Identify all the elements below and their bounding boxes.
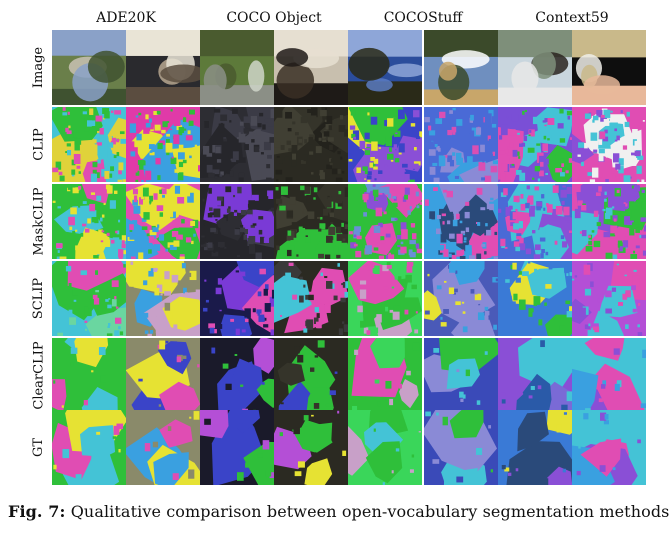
image-tile-5 [348,30,422,105]
column-header-cocostuff: COCOStuff [383,10,463,26]
clip-tile-3 [200,107,274,182]
sclip-tile-4 [274,261,348,336]
maskclip-tile-8 [572,184,646,259]
gt-tile-4 [274,410,348,485]
clearclip-tile-8 [572,338,646,413]
figure-caption: Fig. 7: Qualitative comparison between o… [8,502,670,521]
row-label-gt: GT [31,437,47,458]
maskclip-tile-7 [498,184,572,259]
sclip-tile-2 [126,261,200,336]
row-label-clearclip: ClearCLIP [31,341,47,410]
caption-text: Qualitative comparison between open-voca… [70,502,670,521]
image-tile-2 [126,30,200,105]
gt-tile-2 [126,410,200,485]
image-tile-6 [424,30,498,105]
sclip-tile-6 [424,261,498,336]
sclip-tile-3 [200,261,274,336]
clearclip-tile-6 [424,338,498,413]
column-header-coco-object: COCO Object [226,10,322,26]
image-tile-7 [498,30,572,105]
clip-tile-5 [348,107,422,182]
gt-tile-5 [348,410,422,485]
clearclip-tile-2 [126,338,200,413]
maskclip-tile-5 [348,184,422,259]
caption-label: Fig. 7: [8,502,66,521]
gt-tile-8 [572,410,646,485]
maskclip-tile-2 [126,184,200,259]
row-label-sclip: SCLIP [31,277,47,320]
gt-tile-1 [52,410,126,485]
clip-tile-8 [572,107,646,182]
sclip-tile-5 [348,261,422,336]
sclip-tile-7 [498,261,572,336]
maskclip-tile-6 [424,184,498,259]
maskclip-tile-3 [200,184,274,259]
clip-tile-2 [126,107,200,182]
sclip-tile-1 [52,261,126,336]
image-tile-3 [200,30,274,105]
clip-tile-7 [498,107,572,182]
clearclip-tile-1 [52,338,126,413]
clearclip-tile-3 [200,338,274,413]
clearclip-tile-4 [274,338,348,413]
gt-tile-3 [200,410,274,485]
clip-tile-4 [274,107,348,182]
image-tile-8 [572,30,646,105]
maskclip-tile-1 [52,184,126,259]
clip-tile-1 [52,107,126,182]
column-header-context59: Context59 [535,10,609,26]
image-tile-1 [52,30,126,105]
image-tile-4 [274,30,348,105]
column-header-ade20k: ADE20K [96,10,156,26]
row-label-maskclip: MaskCLIP [31,187,47,256]
gt-tile-7 [498,410,572,485]
clearclip-tile-5 [348,338,422,413]
sclip-tile-8 [572,261,646,336]
clearclip-tile-7 [498,338,572,413]
gt-tile-6 [424,410,498,485]
row-label-clip: CLIP [31,128,47,161]
clip-tile-6 [424,107,498,182]
row-label-image: Image [31,46,47,89]
maskclip-tile-4 [274,184,348,259]
